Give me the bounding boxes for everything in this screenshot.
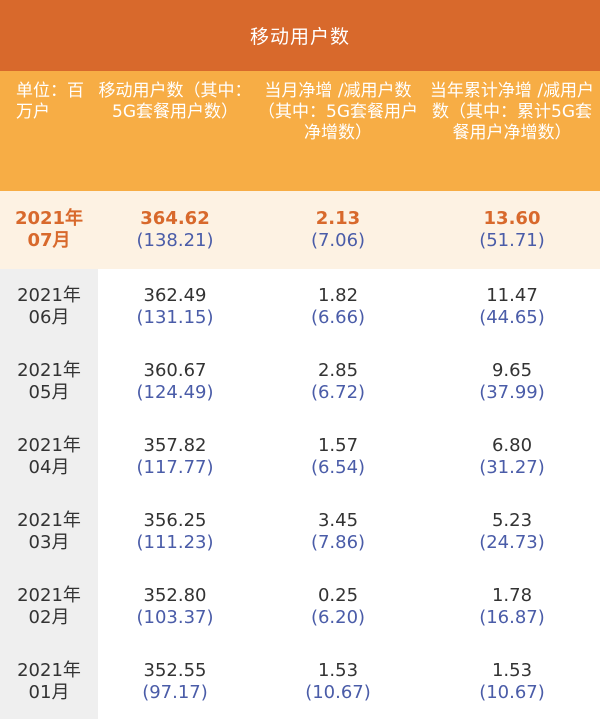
users-cell: 357.82 (117.77): [98, 419, 252, 494]
date-year: 2021年: [17, 584, 81, 606]
cumulative-cell: 1.78 (16.87): [424, 569, 600, 644]
cumulative-value: 5.23: [491, 509, 533, 531]
users-5g-value: (117.77): [136, 456, 214, 478]
users-5g-value: (138.21): [136, 230, 214, 251]
table-row: 2021年 02月 352.80 (103.37) 0.25 (6.20) 1.…: [0, 569, 600, 644]
monthly-5g-value: (10.67): [305, 681, 371, 703]
cumulative-5g-value: (16.87): [479, 606, 545, 628]
monthly-5g-value: (6.20): [310, 606, 366, 628]
table-row-highlight: 2021年 07月 364.62 (138.21) 2.13 (7.06) 13…: [0, 191, 600, 269]
monthly-5g-value: (6.72): [310, 381, 366, 403]
monthly-cell: 3.45 (7.86): [252, 494, 424, 569]
users-cell: 364.62 (138.21): [98, 191, 252, 269]
table-body: 2021年 06月 362.49 (131.15) 1.82 (6.66) 11…: [0, 269, 600, 719]
users-cell: 360.67 (124.49): [98, 344, 252, 419]
monthly-value: 0.25: [317, 584, 359, 606]
date-month: 04月: [28, 456, 70, 478]
cumulative-value: 11.47: [486, 284, 538, 306]
cumulative-5g-value: (44.65): [479, 306, 545, 328]
date-month: 02月: [28, 606, 70, 628]
date-year: 2021年: [14, 208, 84, 229]
users-value: 364.62: [140, 208, 210, 229]
cumulative-value: 9.65: [491, 359, 533, 381]
header-col-cumulative: 当年累计净增 /减用户数（其中：累计5G套餐用户净增数）: [429, 81, 595, 143]
cumulative-5g-value: (10.67): [479, 681, 545, 703]
monthly-cell: 2.13 (7.06): [252, 191, 424, 269]
header-row: 单位：百万户 移动用户数（其中：5G套餐用户数） 当月净增 /减用户数（其中：5…: [0, 71, 600, 191]
date-cell: 2021年 03月: [0, 494, 98, 569]
date-cell: 2021年 01月: [0, 644, 98, 719]
cumulative-5g-value: (24.73): [479, 531, 545, 553]
date-year: 2021年: [17, 659, 81, 681]
monthly-value: 1.57: [317, 434, 359, 456]
table-row: 2021年 04月 357.82 (117.77) 1.57 (6.54) 6.…: [0, 419, 600, 494]
date-cell: 2021年 07月: [0, 191, 98, 269]
monthly-cell: 2.85 (6.72): [252, 344, 424, 419]
cumulative-value: 1.53: [491, 659, 533, 681]
date-month: 06月: [28, 306, 70, 328]
monthly-cell: 1.53 (10.67): [252, 644, 424, 719]
date-cell: 2021年 04月: [0, 419, 98, 494]
date-cell: 2021年 06月: [0, 269, 98, 344]
table-title: 移动用户数: [0, 0, 600, 71]
users-5g-value: (124.49): [136, 381, 214, 403]
header-col-users: 移动用户数（其中：5G套餐用户数）: [98, 81, 252, 122]
cumulative-cell: 13.60 (51.71): [424, 191, 600, 269]
users-value: 362.49: [143, 284, 207, 306]
users-value: 360.67: [143, 359, 207, 381]
cumulative-value: 1.78: [491, 584, 533, 606]
users-cell: 356.25 (111.23): [98, 494, 252, 569]
date-year: 2021年: [17, 284, 81, 306]
table-row: 2021年 05月 360.67 (124.49) 2.85 (6.72) 9.…: [0, 344, 600, 419]
monthly-5g-value: (7.06): [310, 230, 366, 251]
date-month: 05月: [28, 381, 70, 403]
cumulative-cell: 11.47 (44.65): [424, 269, 600, 344]
monthly-value: 2.13: [315, 208, 361, 229]
cumulative-value: 13.60: [483, 208, 541, 229]
monthly-value: 2.85: [317, 359, 359, 381]
users-cell: 352.80 (103.37): [98, 569, 252, 644]
date-month: 03月: [28, 531, 70, 553]
cumulative-5g-value: (51.71): [479, 230, 545, 251]
date-year: 2021年: [17, 359, 81, 381]
cumulative-cell: 5.23 (24.73): [424, 494, 600, 569]
date-cell: 2021年 05月: [0, 344, 98, 419]
users-cell: 362.49 (131.15): [98, 269, 252, 344]
table-row: 2021年 01月 352.55 (97.17) 1.53 (10.67) 1.…: [0, 644, 600, 719]
monthly-5g-value: (7.86): [310, 531, 366, 553]
users-5g-value: (97.17): [142, 681, 208, 703]
header-col-monthly: 当月净增 /减用户数（其中：5G套餐用户净增数）: [258, 81, 418, 143]
monthly-cell: 1.57 (6.54): [252, 419, 424, 494]
cumulative-cell: 6.80 (31.27): [424, 419, 600, 494]
monthly-5g-value: (6.66): [310, 306, 366, 328]
users-value: 357.82: [143, 434, 207, 456]
table-row: 2021年 03月 356.25 (111.23) 3.45 (7.86) 5.…: [0, 494, 600, 569]
cumulative-cell: 1.53 (10.67): [424, 644, 600, 719]
monthly-cell: 0.25 (6.20): [252, 569, 424, 644]
date-month: 01月: [28, 681, 70, 703]
users-value: 352.80: [143, 584, 207, 606]
cumulative-5g-value: (37.99): [479, 381, 545, 403]
monthly-cell: 1.82 (6.66): [252, 269, 424, 344]
users-5g-value: (131.15): [136, 306, 214, 328]
cumulative-value: 6.80: [491, 434, 533, 456]
date-cell: 2021年 02月: [0, 569, 98, 644]
cumulative-5g-value: (31.27): [479, 456, 545, 478]
monthly-value: 1.82: [317, 284, 359, 306]
date-year: 2021年: [17, 509, 81, 531]
monthly-value: 3.45: [317, 509, 359, 531]
table-row: 2021年 06月 362.49 (131.15) 1.82 (6.66) 11…: [0, 269, 600, 344]
header-unit: 单位：百万户: [16, 81, 84, 122]
users-value: 356.25: [143, 509, 207, 531]
users-5g-value: (111.23): [136, 531, 214, 553]
users-5g-value: (103.37): [136, 606, 214, 628]
date-year: 2021年: [17, 434, 81, 456]
cumulative-cell: 9.65 (37.99): [424, 344, 600, 419]
monthly-value: 1.53: [317, 659, 359, 681]
monthly-5g-value: (6.54): [310, 456, 366, 478]
date-month: 07月: [27, 230, 71, 251]
users-cell: 352.55 (97.17): [98, 644, 252, 719]
users-value: 352.55: [143, 659, 207, 681]
